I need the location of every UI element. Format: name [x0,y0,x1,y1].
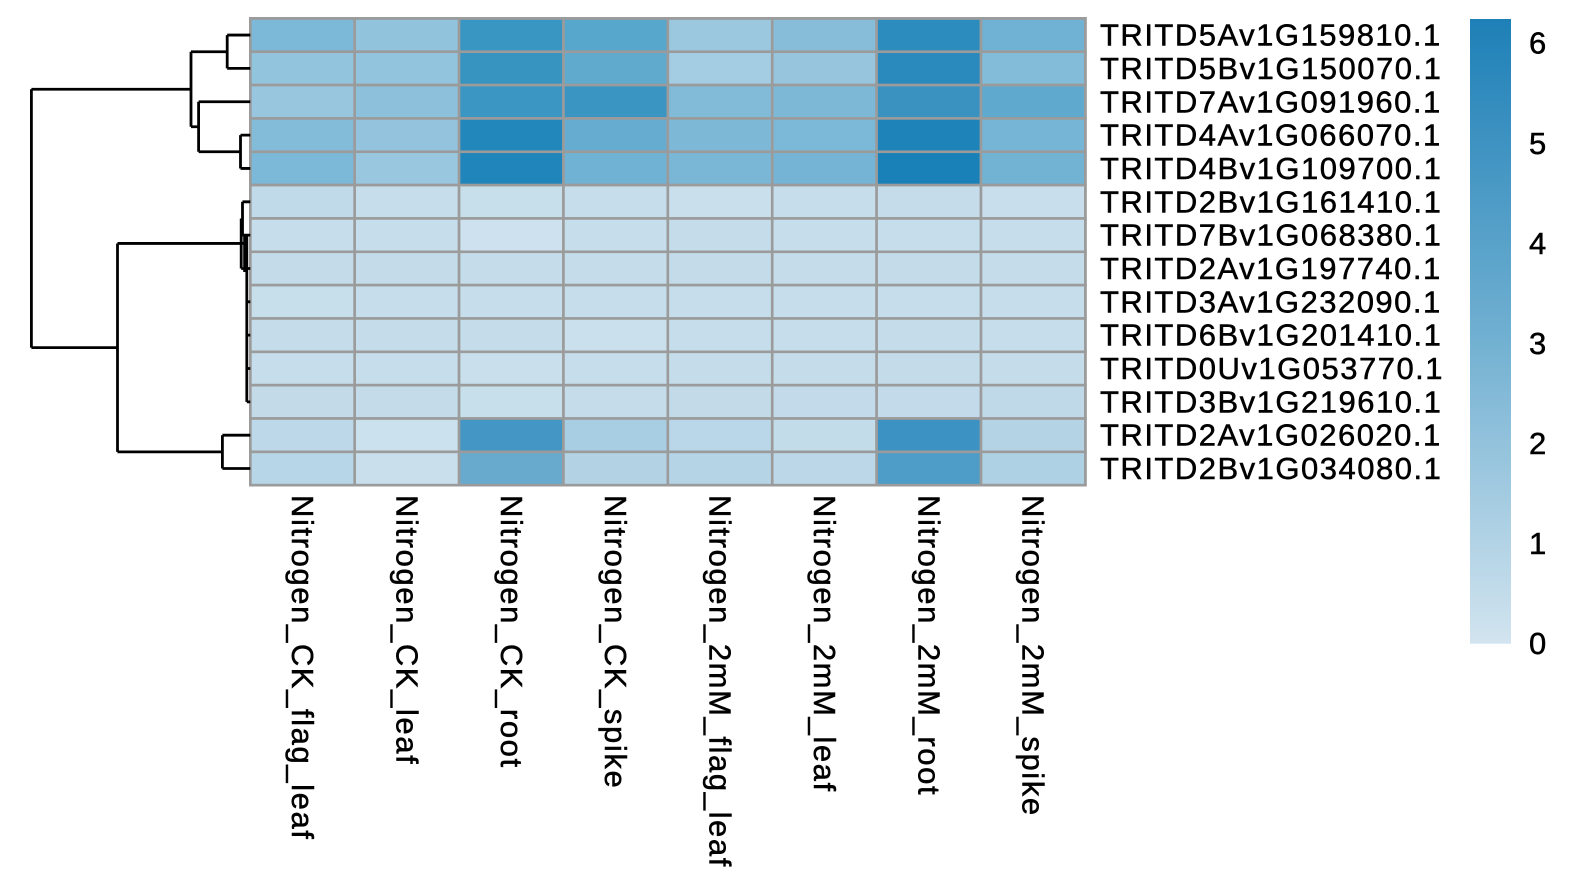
svg-text:TRITD2Bv1G034080.1: TRITD2Bv1G034080.1 [1100,451,1442,486]
svg-text:Nitrogen_CK_flag_leaf: Nitrogen_CK_flag_leaf [285,495,320,841]
svg-text:Nitrogen_2mM_root: Nitrogen_2mM_root [911,495,946,796]
svg-text:TRITD6Bv1G201410.1: TRITD6Bv1G201410.1 [1100,318,1442,353]
svg-text:Nitrogen_CK_spike: Nitrogen_CK_spike [598,495,633,789]
svg-text:6: 6 [1529,26,1546,61]
svg-text:1: 1 [1529,526,1546,561]
svg-text:TRITD4Av1G066070.1: TRITD4Av1G066070.1 [1100,118,1442,153]
svg-text:Nitrogen_CK_leaf: Nitrogen_CK_leaf [389,495,424,765]
svg-text:TRITD7Bv1G068380.1: TRITD7Bv1G068380.1 [1100,218,1442,253]
svg-text:TRITD0Uv1G053770.1: TRITD0Uv1G053770.1 [1100,351,1444,386]
svg-text:TRITD7Av1G091960.1: TRITD7Av1G091960.1 [1100,84,1442,119]
svg-text:Nitrogen_2mM_leaf: Nitrogen_2mM_leaf [807,495,842,793]
svg-text:TRITD2Av1G026020.1: TRITD2Av1G026020.1 [1100,418,1442,453]
svg-text:TRITD5Av1G159810.1: TRITD5Av1G159810.1 [1100,18,1442,53]
svg-text:Nitrogen_CK_root: Nitrogen_CK_root [494,495,529,769]
svg-text:TRITD2Bv1G161410.1: TRITD2Bv1G161410.1 [1100,184,1442,219]
svg-text:0: 0 [1529,626,1546,661]
svg-text:5: 5 [1529,126,1546,161]
svg-text:3: 3 [1529,326,1546,361]
svg-text:Nitrogen_2mM_spike: Nitrogen_2mM_spike [1016,495,1051,817]
svg-text:TRITD5Bv1G150070.1: TRITD5Bv1G150070.1 [1100,51,1442,86]
svg-text:TRITD2Av1G197740.1: TRITD2Av1G197740.1 [1100,251,1442,286]
svg-text:TRITD3Bv1G219610.1: TRITD3Bv1G219610.1 [1100,384,1442,419]
svg-text:2: 2 [1529,426,1546,461]
svg-text:TRITD4Bv1G109700.1: TRITD4Bv1G109700.1 [1100,151,1442,186]
svg-text:4: 4 [1529,226,1546,261]
svg-text:Nitrogen_2mM_flag_leaf: Nitrogen_2mM_flag_leaf [703,495,738,868]
svg-text:TRITD3Av1G232090.1: TRITD3Av1G232090.1 [1100,284,1442,319]
